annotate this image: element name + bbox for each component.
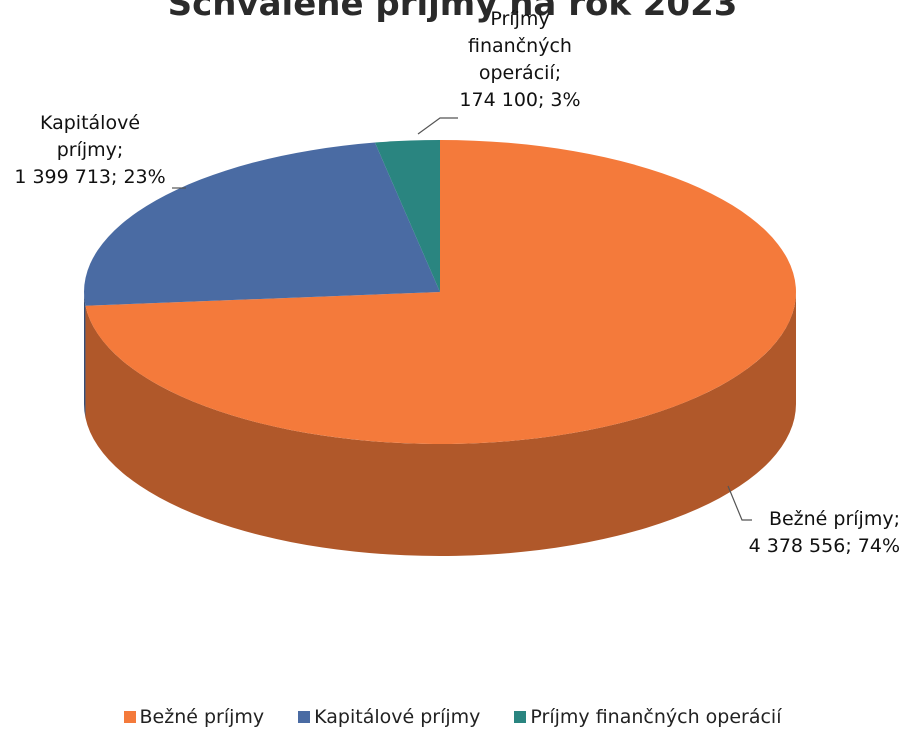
pie-slice-2 bbox=[374, 140, 440, 292]
pie-slice-1 bbox=[83, 142, 440, 306]
data-label-bezne-prijmy: Bežné príjmy; 4 378 556; 74% bbox=[690, 506, 900, 560]
data-label-line: 4 378 556; 74% bbox=[748, 535, 900, 557]
leader-line bbox=[417, 117, 458, 135]
legend-swatch bbox=[123, 711, 136, 723]
data-label-line: finančných bbox=[468, 35, 572, 57]
data-label-financne-operacie: Príjmy finančných operácií; 174 100; 3% bbox=[390, 6, 650, 114]
chart-title: Schválené príjmy na rok 2023 bbox=[167, 0, 738, 24]
data-label-line: operácií; bbox=[478, 62, 562, 84]
leader-line bbox=[727, 485, 752, 521]
legend-label: Kapitálové príjmy bbox=[314, 706, 481, 728]
legend-swatch bbox=[514, 711, 527, 723]
pie-depth bbox=[84, 292, 797, 556]
pie-slice-side bbox=[84, 292, 86, 418]
data-label-line: 174 100; 3% bbox=[459, 89, 581, 111]
pie-slice-side bbox=[85, 292, 797, 556]
legend-item-bezne-prijmy: Bežné príjmy bbox=[123, 706, 265, 728]
data-label-kapitalove-prijmy: Kapitálové príjmy; 1 399 713; 23% bbox=[0, 110, 180, 191]
data-label-line: príjmy; bbox=[56, 139, 124, 161]
legend-item-financne-operacie: Príjmy finančných operácií bbox=[514, 706, 782, 728]
legend-item-kapitalove-prijmy: Kapitálové príjmy bbox=[298, 706, 480, 728]
data-label-line: Príjmy bbox=[490, 8, 550, 30]
leader-lines bbox=[172, 117, 752, 521]
pie-slice-0 bbox=[85, 140, 796, 444]
legend-swatch bbox=[298, 711, 311, 723]
data-label-line: 1 399 713; 23% bbox=[14, 166, 166, 188]
legend-label: Bežné príjmy bbox=[139, 706, 265, 728]
data-label-line: Kapitálové bbox=[39, 112, 141, 134]
pie-top bbox=[83, 140, 796, 444]
legend: Bežné príjmy Kapitálové príjmy Príjmy fi… bbox=[0, 706, 905, 728]
data-label-line: Bežné príjmy; bbox=[768, 508, 900, 530]
legend-label: Príjmy finančných operácií bbox=[530, 706, 782, 728]
